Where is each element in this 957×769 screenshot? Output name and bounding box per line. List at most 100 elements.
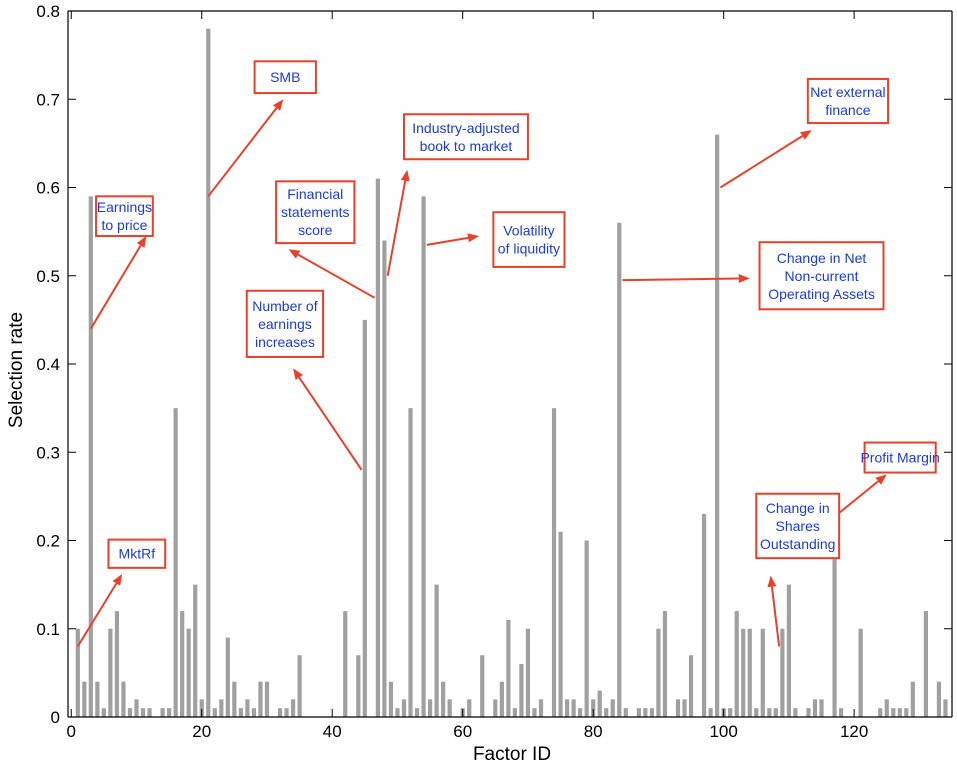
annotation-arrowhead-profit-margin: [875, 474, 887, 485]
annotation-arrowhead-number-of-earnings-increases: [293, 368, 303, 381]
annotation-label-financial-statements-score: score: [298, 222, 332, 238]
bar-factor-33: [284, 708, 289, 717]
axes-layer: 0 20 40 60 80 100 120 0 0.1 0.2 0.3 0.4 0.5 0.6 0.7 0.8: [36, 2, 953, 741]
annotation-arrow-volatility-of-liquidity: [426, 236, 469, 246]
annotation-arrow-mktrf: [76, 582, 118, 647]
bar-factor-1: [75, 628, 80, 717]
bar-factor-25: [232, 681, 237, 717]
bar-factor-98: [708, 708, 713, 717]
bar-factor-71: [532, 708, 537, 717]
bar-factor-94: [682, 699, 687, 717]
annotation-arrowhead-volatility-of-liquidity: [467, 233, 480, 243]
annotation-label-smb: SMB: [270, 69, 300, 85]
bar-factor-76: [564, 699, 570, 717]
annotation-boxes-layer: Earnings to price MktRf SMB Financial stateme…: [95, 60, 940, 569]
bar-factor-44: [356, 655, 361, 717]
bar-factor-6: [108, 628, 113, 717]
bar-factor-57: [441, 681, 446, 717]
bar-factor-85: [623, 708, 628, 717]
bar-factor-15: [167, 708, 172, 717]
bar-factor-110: [786, 584, 791, 718]
bar-factor-128: [904, 708, 909, 717]
bar-factor-63: [480, 655, 485, 717]
bar-factor-104: [747, 628, 752, 717]
x-tick-label: 20: [192, 722, 211, 741]
bar-factor-61: [467, 699, 472, 717]
bar-factor-133: [936, 681, 942, 717]
bar-factor-52: [408, 408, 413, 717]
bar-factor-34: [290, 699, 296, 717]
bar-factor-102: [734, 611, 739, 717]
bar-factor-55: [427, 699, 433, 717]
bar-factor-95: [688, 655, 694, 717]
annotation-label-financial-statements-score: Financial: [287, 186, 343, 202]
bar-factor-8: [121, 681, 126, 717]
bar-factor-19: [193, 584, 198, 718]
y-tick-label: 0.1: [36, 620, 60, 639]
bar-factor-14: [160, 708, 165, 717]
bar-factor-70: [525, 628, 531, 717]
annotation-arrow-change-in-shares-outstanding: [770, 586, 781, 647]
bar-factor-28: [251, 708, 257, 717]
x-tick-label: 40: [323, 722, 342, 741]
bar-factor-114: [812, 699, 818, 717]
bar-factor-124: [878, 708, 883, 717]
bar-factor-23: [219, 699, 224, 717]
bar-factor-69: [519, 664, 524, 717]
annotation-label-financial-statements-score: statements: [281, 204, 349, 220]
y-tick-label: 0.8: [36, 2, 60, 21]
bar-factor-68: [512, 708, 517, 717]
annotation-label-mktrf: MktRf: [119, 546, 156, 562]
annotation-box-smb: [253, 60, 317, 95]
bar-factor-107: [767, 708, 772, 717]
bar-factor-35: [297, 655, 302, 717]
bar-factor-22: [212, 708, 217, 717]
annotation-label-volatility-of-liquidity: of liquidity: [498, 241, 560, 257]
annotation-label-industry-adjusted-book-to-market: Industry-adjusted: [412, 120, 519, 136]
bar-factor-47: [375, 178, 380, 717]
bar-factor-53: [414, 708, 420, 717]
bar-factor-105: [754, 708, 759, 717]
annotation-arrowhead-smb: [273, 99, 284, 111]
bar-factor-56: [434, 584, 439, 718]
bar-factor-79: [584, 540, 589, 717]
annotation-arrowhead-net-external-finance: [800, 130, 812, 140]
bar-factor-18: [186, 628, 191, 717]
bar-factor-81: [597, 690, 602, 717]
x-tick-label: 60: [453, 722, 472, 741]
bar-factor-11: [140, 708, 146, 717]
annotation-box-profit-margin: [863, 441, 937, 474]
annotation-arrowhead-change-in-shares-outstanding: [767, 575, 777, 588]
bar-factor-93: [675, 699, 681, 717]
annotation-arrow-change-in-net-noncurrent-operating-assets: [622, 277, 739, 282]
annotation-box-volatility-of-liquidity: [492, 211, 566, 268]
annotation-label-earnings-to-price: Earnings: [97, 199, 152, 215]
bar-factor-126: [891, 708, 896, 717]
bar-factor-99: [715, 134, 720, 718]
annotation-box-net-external-finance: [806, 77, 890, 125]
bar-factor-65: [493, 699, 498, 717]
bar-factor-45: [362, 319, 367, 718]
bar-factor-24: [225, 637, 230, 717]
annotation-label-number-of-earnings-increases: earnings: [258, 316, 312, 332]
bar-factor-67: [506, 619, 511, 717]
bar-factor-32: [277, 708, 283, 717]
bar-factor-109: [780, 628, 785, 717]
bar-factor-30: [264, 681, 270, 717]
bar-factor-101: [728, 708, 733, 717]
bar-factor-42: [343, 611, 348, 717]
bar-factor-88: [643, 708, 648, 717]
annotation-label-change-in-shares-outstanding: Outstanding: [760, 536, 836, 552]
bar-factor-74: [551, 408, 557, 717]
bar-factor-80: [591, 699, 596, 717]
bar-factor-131: [923, 611, 928, 717]
bar-factor-21: [206, 28, 211, 717]
annotation-arrowhead-industry-adjusted-book-to-market: [400, 169, 410, 182]
x-tick-label: 80: [584, 722, 603, 741]
bar-factor-121: [858, 628, 863, 717]
bar-factor-72: [538, 699, 544, 717]
bar-factor-3: [88, 196, 93, 717]
annotation-arrow-financial-statements-score: [297, 253, 376, 299]
annotation-label-profit-margin: Profit Margin: [860, 450, 939, 466]
